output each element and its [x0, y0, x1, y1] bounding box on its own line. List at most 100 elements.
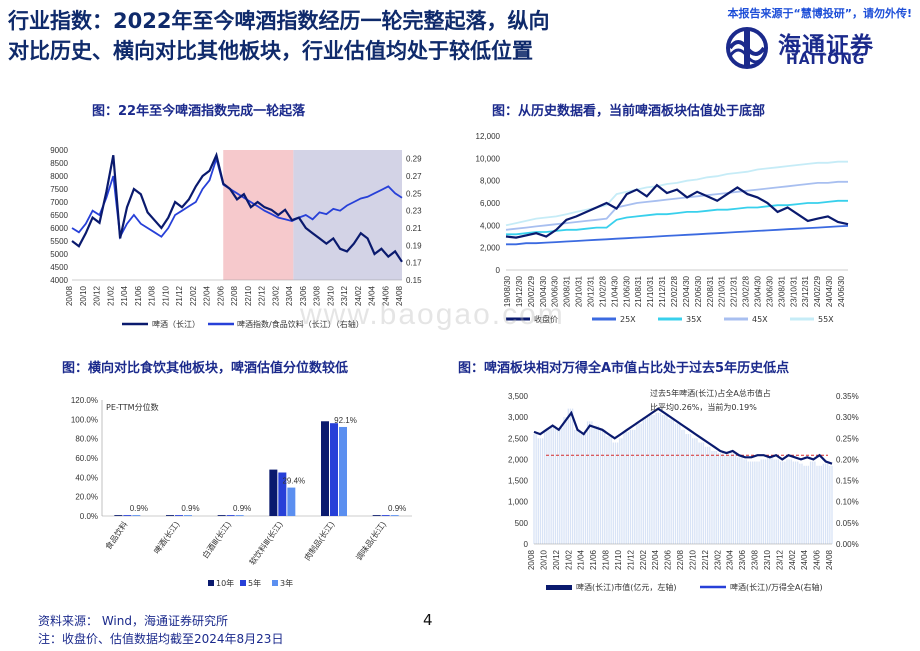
data-label: 92.1% [334, 416, 357, 425]
y-tick-label: 6000 [50, 224, 68, 233]
x-tick-label: 21/08 [148, 285, 157, 306]
x-tick-label: 24/04 [368, 285, 377, 306]
y-tick-label: 9000 [50, 146, 68, 155]
x-tick-label: 21/04/30 [610, 275, 619, 307]
x-tick-label: 20/04/30 [539, 275, 548, 307]
y-tick-label: 6500 [50, 211, 68, 220]
y-tick-label: 10,000 [476, 154, 501, 163]
y2-tick-label: 0.19 [406, 241, 422, 250]
x-tick-label: 20/10 [539, 549, 548, 570]
y-tick-label: 3,000 [508, 413, 529, 422]
x-tick-label: 19/08/30 [503, 275, 512, 307]
series-line-pe-band [505, 160, 848, 227]
y2-tick-label: 0.10% [836, 498, 859, 507]
x-tick-label: 24/06 [813, 549, 822, 570]
x-tick-label: 23/06/30 [765, 275, 774, 307]
x-tick-label: 22/06 [216, 285, 225, 306]
x-tick-label: 22/06/30 [694, 275, 703, 307]
page-number: 4 [423, 611, 433, 629]
bar [175, 515, 183, 516]
y2-tick-label: 0.29 [406, 155, 422, 164]
y2-tick-label: 0.35% [836, 392, 859, 401]
y-tick-label: 100.0% [71, 415, 98, 424]
x-tick-label: 23/02/28 [742, 275, 751, 307]
x-tick-label: 23/10 [326, 285, 335, 306]
x-tick-label: 21/02 [106, 285, 115, 306]
x-tick-label: 22/08/31 [706, 275, 715, 307]
legend-label: 5年 [248, 578, 261, 588]
y2-tick-label: 0.17 [406, 259, 422, 268]
x-tick-label: 21/08/31 [634, 275, 643, 307]
y-tick-label: 7500 [50, 185, 68, 194]
y-tick-label: 120.0% [71, 396, 98, 405]
series-line-beer-index [71, 151, 403, 263]
y-tick-label: 500 [515, 519, 529, 528]
x-tick-label: 21/12/31 [658, 275, 667, 307]
x-tick-label: 24/02 [354, 285, 363, 306]
legend-label: 啤酒指数/食品饮料（长江）（右轴） [237, 319, 364, 329]
legend-label: 45X [752, 315, 768, 324]
series-line-ratio [71, 155, 403, 240]
x-tick-label: 23/06 [299, 285, 308, 306]
x-tick-label: 23/04 [726, 549, 735, 570]
y2-tick-label: 0.30% [836, 413, 859, 422]
y-tick-label: 1,000 [508, 498, 529, 507]
legend-swatch [546, 585, 572, 590]
market-cap-share-chart: 0 500 1,000 1,500 2,000 2,500 3,000 3,500 0.00% 0… [508, 388, 859, 592]
x-tick-label: 21/04 [577, 549, 586, 570]
x-tick-label: 22/02 [639, 549, 648, 570]
x-tick-label: 20/12 [552, 549, 561, 570]
y-tick-label: 0 [524, 540, 529, 549]
bar [123, 515, 132, 516]
legend-swatch [240, 580, 246, 586]
watermark: www.baogao.com [300, 298, 565, 331]
y-tick-label: 8500 [50, 159, 68, 168]
legend-label: 啤酒(长江)市值(亿元，左轴) [576, 582, 676, 592]
x-tick-label: 22/08 [230, 285, 239, 306]
chart-inner-title: PE-TTM分位数 [106, 402, 159, 412]
annotation-line-2: 比平均0.26%，当前为0.19% [650, 402, 757, 412]
x-tick-label: 20/08/31 [563, 275, 572, 307]
x-tick-label: 22/10/31 [718, 275, 727, 307]
y2-tick-label: 0.23 [406, 207, 422, 216]
y2-tick-label: 0.25% [836, 434, 859, 443]
title-line-2: 对比历史、横向对比其他板块，行业估值均处于较低位置 [8, 39, 533, 63]
x-tick-label: 22/04 [651, 549, 660, 570]
y-tick-label: 5500 [50, 237, 68, 246]
legend-label: 收盘价 [534, 314, 558, 324]
x-tick-label: 21/06/30 [622, 275, 631, 307]
category-label: 肉制品(长江) [302, 519, 336, 562]
x-tick-label: 23/06 [738, 549, 747, 570]
panel2-title: 图：从历史数据看，当前啤酒板块估值处于底部 [492, 104, 766, 119]
x-tick-label: 23/04/30 [754, 275, 763, 307]
y2-tick-label: 0.15 [406, 276, 422, 285]
x-tick-label: 22/12 [258, 285, 267, 306]
y-tick-label: 80.0% [75, 435, 98, 444]
bar [184, 515, 192, 516]
x-tick-label: 20/08 [527, 549, 536, 570]
x-tick-label: 19/12/30 [515, 275, 524, 307]
category-label: 软饮料Ⅲ(长江) [247, 519, 285, 567]
y2-tick-label: 0.25 [406, 189, 422, 198]
x-tick-label: 20/06/30 [551, 275, 560, 307]
x-tick-label: 24/04/30 [825, 275, 834, 307]
x-tick-label: 21/04 [120, 285, 129, 306]
panel1-title: 图：22年至今啤酒指数完成一轮起落 [92, 104, 306, 119]
y-tick-label: 2,000 [508, 455, 529, 464]
series-line-pe-band [506, 225, 849, 246]
haitong-logo: 海通证券 HAITONG [722, 26, 912, 70]
data-label: 0.9% [181, 504, 199, 513]
y-tick-label: 7000 [50, 198, 68, 207]
y2-tick-label: 0.15% [836, 477, 859, 486]
x-tick-label: 22/12 [701, 549, 710, 570]
x-tick-label: 24/08 [825, 549, 834, 570]
x-tick-label: 21/10/31 [646, 275, 655, 307]
bar [269, 469, 278, 516]
x-tick-label: 21/10 [161, 285, 170, 306]
y2-tick-label: 0.27 [406, 172, 422, 181]
bar [330, 423, 338, 516]
x-tick-label: 24/06 [381, 285, 390, 306]
panel3-title: 图：横向对比食饮其他板块，啤酒估值分位数较低 [62, 361, 349, 376]
legend-label: 啤酒(长江)/万得全A(右轴) [730, 582, 823, 592]
y2-tick-label: 0.00% [836, 540, 859, 549]
